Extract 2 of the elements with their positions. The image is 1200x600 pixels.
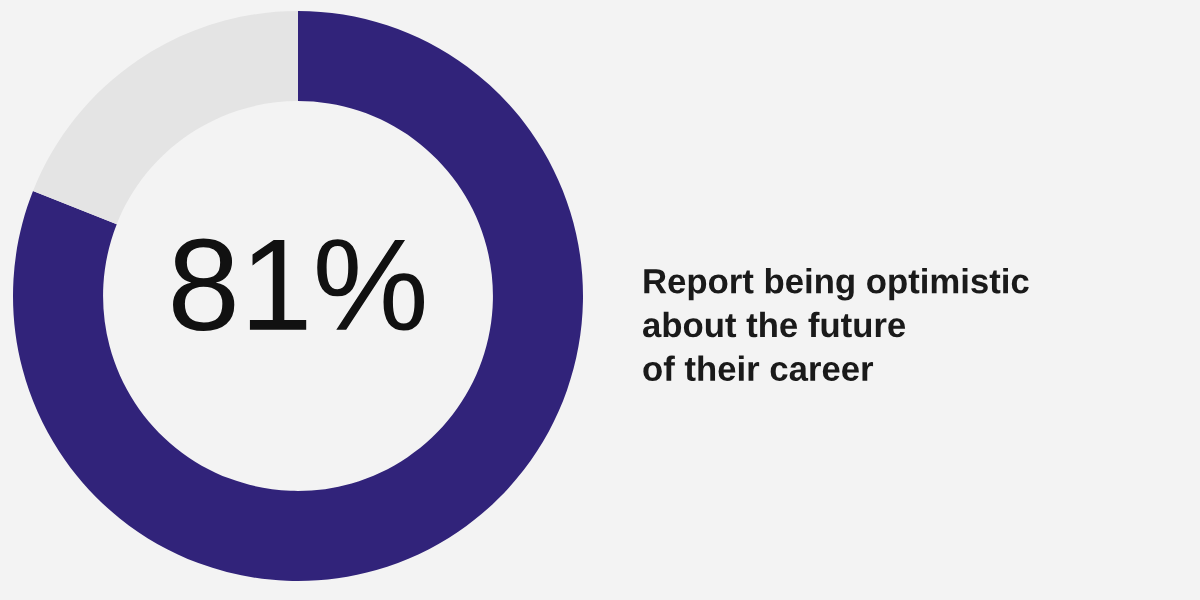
text: Report being optimistic about the future of their career bbox=[643, 268, 1029, 382]
data-label: 81% bbox=[173, 238, 425, 332]
